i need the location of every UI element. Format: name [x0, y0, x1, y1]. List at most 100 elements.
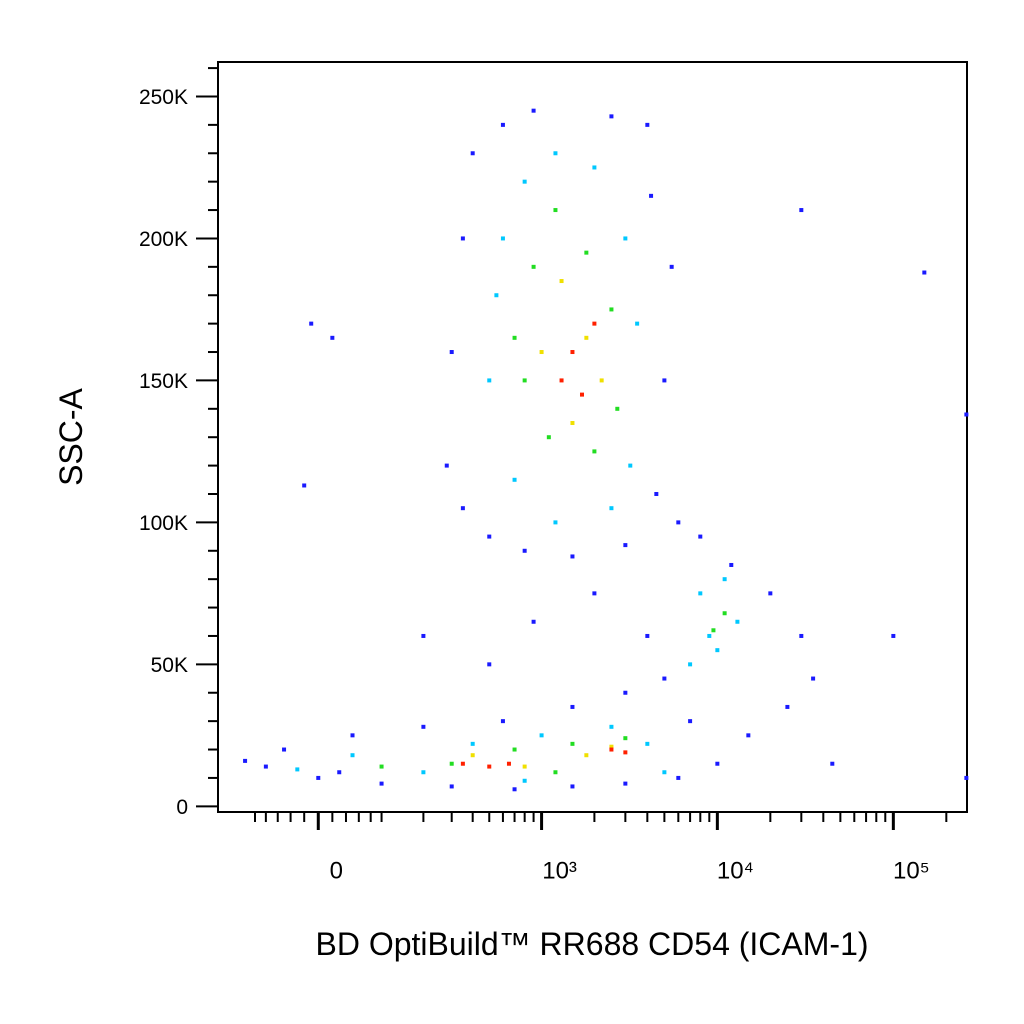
point	[964, 775, 969, 780]
point	[645, 633, 650, 638]
point	[645, 122, 650, 127]
point	[623, 543, 628, 548]
point	[676, 775, 681, 780]
point	[421, 633, 426, 638]
point	[512, 477, 517, 482]
y-tick-label: 100K	[139, 512, 188, 535]
point	[460, 506, 465, 511]
point	[676, 520, 681, 525]
y-tick-label: 0	[176, 796, 188, 819]
point	[698, 534, 703, 539]
point	[662, 770, 667, 775]
point	[570, 350, 575, 355]
point	[635, 321, 640, 326]
point	[609, 114, 614, 119]
point	[263, 764, 268, 769]
point	[449, 350, 454, 355]
point	[421, 724, 426, 729]
point	[531, 108, 536, 113]
point	[487, 662, 492, 667]
point	[460, 761, 465, 766]
y-tick-label: 250K	[139, 86, 188, 109]
point	[522, 378, 527, 383]
point	[715, 761, 720, 766]
point	[584, 335, 589, 340]
point	[302, 483, 307, 488]
point	[592, 321, 597, 326]
y-tick-label: 50K	[151, 654, 188, 677]
point	[559, 378, 564, 383]
point	[623, 236, 628, 241]
point	[522, 179, 527, 184]
point	[698, 591, 703, 596]
point	[500, 122, 505, 127]
point	[570, 421, 575, 426]
point	[350, 733, 355, 738]
point	[487, 378, 492, 383]
x-axis-title: BD OptiBuild™ RR688 CD54 (ICAM-1)	[315, 926, 868, 962]
point	[592, 449, 597, 454]
point	[553, 770, 558, 775]
point	[711, 628, 716, 633]
point	[487, 764, 492, 769]
point	[522, 778, 527, 783]
point	[522, 764, 527, 769]
point	[722, 577, 727, 582]
point	[559, 279, 564, 284]
point	[669, 264, 674, 269]
point	[350, 753, 355, 758]
point	[615, 406, 620, 411]
point	[444, 463, 449, 468]
point	[494, 293, 499, 298]
point	[282, 747, 287, 752]
point	[688, 662, 693, 667]
point	[295, 767, 300, 772]
point	[785, 704, 790, 709]
point	[623, 781, 628, 786]
point	[609, 506, 614, 511]
point	[449, 761, 454, 766]
point	[799, 633, 804, 638]
point	[379, 764, 384, 769]
point	[830, 761, 835, 766]
point	[449, 784, 454, 789]
point	[316, 775, 321, 780]
point	[553, 151, 558, 156]
point	[500, 719, 505, 724]
point	[662, 676, 667, 681]
point	[512, 787, 517, 792]
point	[570, 741, 575, 746]
point	[891, 633, 896, 638]
point	[539, 733, 544, 738]
point	[539, 350, 544, 355]
point	[470, 151, 475, 156]
point	[579, 392, 584, 397]
point	[811, 676, 816, 681]
point	[592, 165, 597, 170]
point	[649, 193, 654, 198]
point	[337, 770, 342, 775]
point	[735, 619, 740, 624]
y-tick-label: 150K	[139, 370, 188, 393]
point	[570, 554, 575, 559]
point	[609, 747, 614, 752]
point	[623, 736, 628, 741]
point	[522, 548, 527, 553]
point	[599, 378, 604, 383]
point	[688, 719, 693, 724]
point	[330, 335, 335, 340]
point	[553, 208, 558, 213]
point	[609, 744, 614, 749]
point	[609, 724, 614, 729]
point	[768, 591, 773, 596]
point	[570, 704, 575, 709]
x-tick-label: 0	[330, 857, 343, 884]
point	[531, 264, 536, 269]
point	[546, 435, 551, 440]
point	[379, 781, 384, 786]
point	[623, 690, 628, 695]
point	[584, 250, 589, 255]
point	[512, 747, 517, 752]
point	[421, 770, 426, 775]
plot-frame	[217, 61, 968, 813]
